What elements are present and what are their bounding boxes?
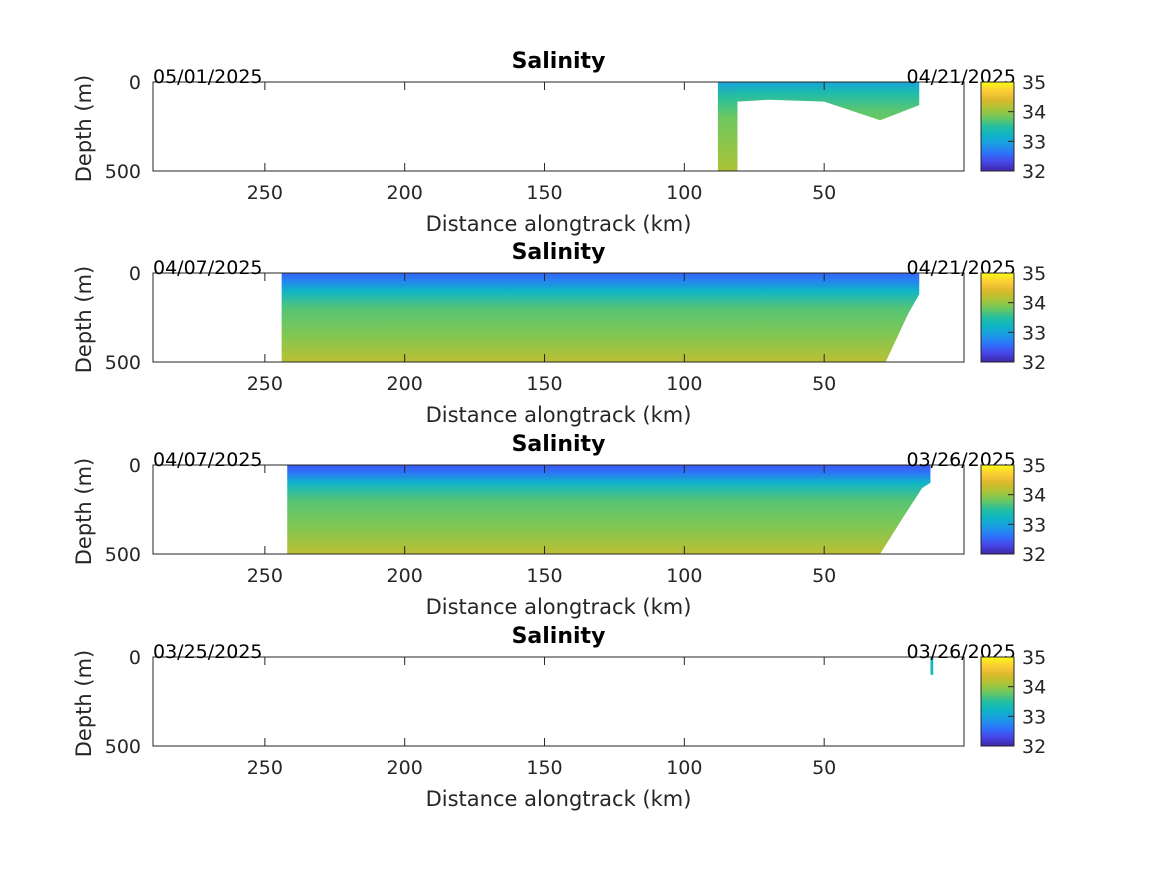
colorbar-tick-label: 34 (1022, 293, 1046, 315)
x-tick-label: 200 (387, 182, 423, 204)
y-tick-label: 500 (105, 736, 141, 758)
colorbar-tick-label: 34 (1022, 485, 1046, 507)
colorbar (980, 272, 1015, 363)
x-tick-label: 50 (812, 565, 836, 587)
salinity-section (717, 82, 738, 171)
colorbar-tick-label: 32 (1022, 544, 1046, 566)
start-date-label: 04/07/2025 (153, 257, 263, 279)
colorbar-tick-label: 35 (1022, 455, 1046, 477)
y-tick-label: 500 (105, 544, 141, 566)
colorbar-tick-label: 34 (1022, 677, 1046, 699)
y-tick-label: 0 (129, 72, 141, 94)
x-axis-label: Distance alongtrack (km) (426, 787, 692, 811)
x-tick-label: 200 (387, 373, 423, 395)
chart-title: Salinity (512, 49, 606, 74)
x-tick-label: 250 (247, 182, 283, 204)
y-axis-label: Depth (m) (72, 266, 96, 373)
y-tick-label: 0 (129, 647, 141, 669)
x-tick-label: 200 (387, 565, 423, 587)
colorbar-tick-label: 35 (1022, 263, 1046, 285)
axes-box (152, 656, 965, 747)
chart-title: Salinity (512, 432, 606, 457)
y-tick-label: 500 (105, 352, 141, 374)
colorbar-tick-label: 35 (1022, 647, 1046, 669)
y-tick-label: 0 (129, 263, 141, 285)
x-tick-label: 150 (526, 373, 562, 395)
x-tick-label: 150 (526, 757, 562, 779)
salinity-section (737, 82, 920, 121)
y-tick-label: 500 (105, 161, 141, 183)
colorbar-tick-label: 32 (1022, 161, 1046, 183)
x-axis-label: Distance alongtrack (km) (426, 403, 692, 427)
axes-box (152, 272, 965, 363)
colorbar-tick-label: 34 (1022, 102, 1046, 124)
colorbar-tick-label: 32 (1022, 352, 1046, 374)
start-date-label: 03/25/2025 (153, 641, 263, 663)
x-tick-label: 50 (812, 757, 836, 779)
x-tick-label: 100 (666, 182, 702, 204)
y-tick-label: 0 (129, 455, 141, 477)
axes-box (152, 464, 965, 555)
colorbar (980, 656, 1015, 747)
colorbar-tick-label: 33 (1022, 514, 1046, 536)
x-tick-label: 200 (387, 757, 423, 779)
salinity-section (287, 465, 931, 554)
x-tick-label: 250 (247, 757, 283, 779)
x-tick-label: 50 (812, 373, 836, 395)
colorbar-tick-label: 35 (1022, 72, 1046, 94)
x-tick-label: 100 (666, 565, 702, 587)
x-tick-label: 150 (526, 565, 562, 587)
axes-box (152, 81, 965, 172)
x-tick-label: 250 (247, 565, 283, 587)
x-tick-label: 100 (666, 757, 702, 779)
x-tick-label: 100 (666, 373, 702, 395)
x-tick-label: 50 (812, 182, 836, 204)
x-tick-label: 150 (526, 182, 562, 204)
x-tick-label: 250 (247, 373, 283, 395)
salinity-section (281, 273, 920, 362)
colorbar-tick-label: 33 (1022, 706, 1046, 728)
colorbar-tick-label: 32 (1022, 736, 1046, 758)
colorbar-tick-label: 33 (1022, 131, 1046, 153)
chart-title: Salinity (512, 240, 606, 265)
colorbar (980, 81, 1015, 172)
y-axis-label: Depth (m) (72, 75, 96, 182)
start-date-label: 04/07/2025 (153, 449, 263, 471)
start-date-label: 05/01/2025 (153, 66, 263, 88)
x-axis-label: Distance alongtrack (km) (426, 212, 692, 236)
y-axis-label: Depth (m) (72, 458, 96, 565)
y-axis-label: Depth (m) (72, 650, 96, 757)
x-axis-label: Distance alongtrack (km) (426, 595, 692, 619)
salinity-section (930, 657, 934, 675)
colorbar (980, 464, 1015, 555)
colorbar-tick-label: 33 (1022, 322, 1046, 344)
chart-title: Salinity (512, 624, 606, 649)
